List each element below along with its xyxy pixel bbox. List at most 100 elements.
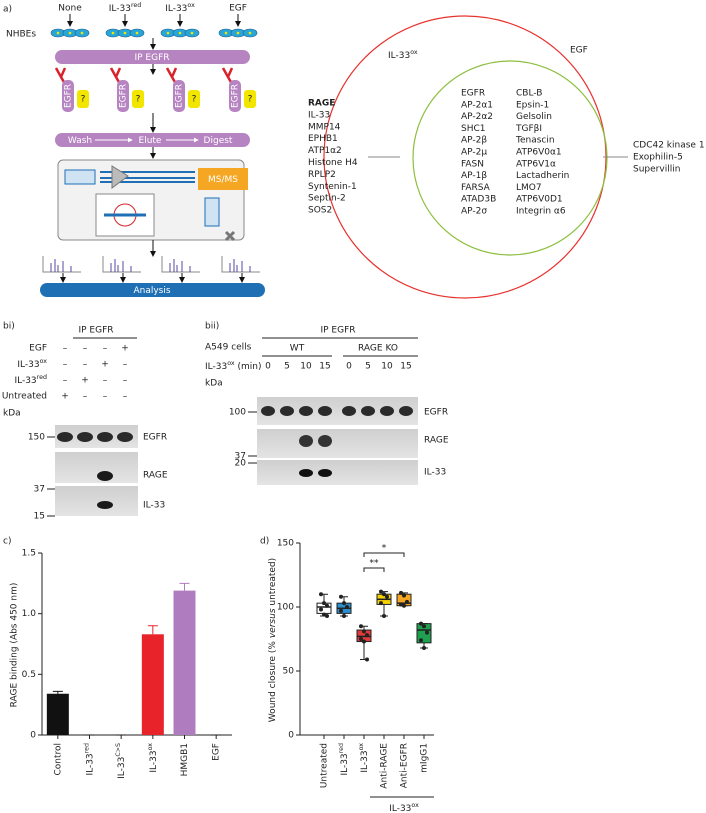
sign: +: [121, 344, 129, 354]
sign: –: [63, 344, 68, 354]
data-point: [405, 599, 409, 604]
error-bar: [147, 625, 158, 635]
data-point: [365, 633, 369, 638]
band: [380, 406, 394, 416]
blot: [55, 486, 138, 516]
sign: –: [83, 344, 88, 354]
condition-label: IL-33ox: [17, 358, 47, 370]
cell-nucleus: [166, 31, 170, 35]
protein-name: SHC1: [461, 124, 486, 134]
band: [318, 435, 332, 447]
text-part: red: [37, 374, 47, 381]
ms-funnel: [111, 165, 129, 189]
text-part: untreated): [268, 558, 278, 609]
sign: +: [101, 360, 109, 370]
blot: [257, 460, 418, 485]
ip-label: IP EGFR: [78, 326, 113, 336]
sign: –: [83, 360, 88, 370]
ms-tube: [64, 169, 96, 185]
sign: –: [103, 344, 108, 354]
text-part: IL-33: [117, 757, 127, 779]
cell-nucleus: [123, 31, 127, 35]
blot: [55, 452, 138, 483]
protein-name: Septin-2: [308, 194, 346, 204]
spectrum-axes: [221, 256, 260, 273]
band: [57, 432, 73, 442]
text-part: IL-33: [85, 753, 95, 775]
bar: [173, 590, 196, 735]
text-part: ox: [40, 358, 48, 365]
text-part: IL-33: [109, 4, 131, 14]
venn-label: IL-33ox: [388, 49, 418, 61]
band: [299, 469, 313, 477]
x-tick-label: IL-33ox: [146, 743, 158, 773]
band: [361, 406, 375, 416]
spectrum-axes: [42, 256, 81, 273]
band: [318, 469, 332, 477]
text-part: IL-33: [205, 362, 227, 372]
sign: +: [81, 376, 89, 386]
protein-name: Syntenin-1: [308, 182, 357, 192]
text-part: IL-33: [340, 753, 350, 775]
cell-nucleus: [178, 31, 182, 35]
receptor-label: EGFR: [175, 84, 185, 108]
protein-name: SOS2: [308, 206, 332, 216]
marker-label: 15: [34, 512, 45, 522]
x-tick-label: Untreated: [320, 743, 330, 788]
y-tick-label: 0.5: [22, 670, 36, 680]
protein-name: RAGE: [308, 99, 335, 109]
time-value: 15: [400, 362, 411, 372]
condition-label: Untreated: [2, 392, 47, 402]
kda-label: kDa: [3, 409, 21, 419]
time-label: IL-33ox (min): [205, 360, 261, 372]
step-label: Elute: [139, 136, 162, 146]
ms-valve: [224, 230, 236, 242]
data-point: [422, 624, 426, 629]
egfr-receptor: [62, 80, 74, 112]
data-point: [379, 601, 383, 606]
protein-name: Gelsolin: [516, 112, 552, 122]
kda-label: kDa: [205, 379, 223, 389]
data-point: [342, 613, 346, 618]
treatment-label: IL-33red: [109, 2, 142, 14]
marker-label: 37: [235, 452, 246, 462]
x-tick-label: Anti-EGFR: [400, 743, 410, 788]
band: [299, 406, 313, 416]
x-tick-label: IL-33ox: [358, 743, 370, 773]
egfr-receptor: [229, 80, 241, 112]
marker-label: 150: [28, 433, 45, 443]
band-label: RAGE: [424, 436, 449, 446]
protein-name: CDC42 kinase 1: [633, 141, 705, 151]
cells-label: NHBEs: [6, 30, 36, 40]
data-point: [365, 657, 369, 662]
protein-name: AP-1β: [461, 171, 487, 181]
sign: –: [103, 392, 108, 402]
time-value: 5: [284, 362, 290, 372]
data-point: [362, 639, 366, 644]
data-point: [399, 602, 403, 607]
protein-name: Epsin-1: [516, 100, 549, 110]
protein-name: Exophilin-5: [633, 153, 683, 163]
cell-nucleus: [224, 31, 228, 35]
data-point: [402, 593, 406, 598]
band: [97, 501, 113, 509]
band: [318, 406, 332, 416]
data-point: [419, 638, 423, 643]
cell-nucleus: [135, 31, 139, 35]
protein-name: EGFR: [461, 89, 485, 99]
protein-name: AP-2β: [461, 136, 487, 146]
protein-name: IL-33: [308, 110, 330, 120]
y-tick-label: 1.0: [22, 609, 37, 619]
band-label: IL-33: [424, 468, 446, 478]
y-tick-label: 0: [288, 731, 294, 741]
protein-name: FARSA: [461, 183, 491, 193]
data-point: [322, 612, 326, 617]
protein-name: Integrin α6: [516, 207, 566, 217]
significance-bracket: [363, 552, 405, 557]
text-part: (min): [235, 362, 262, 372]
data-point: [359, 637, 363, 641]
significance-label: **: [370, 559, 380, 569]
protein-name: AP-2α2: [461, 112, 493, 122]
text-part: Wound closure (%: [268, 638, 278, 722]
time-value: 10: [300, 362, 312, 372]
